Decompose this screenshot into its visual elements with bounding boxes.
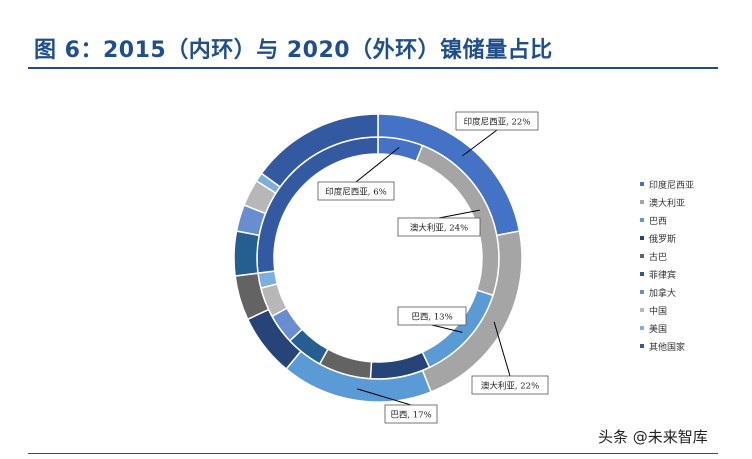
outer-ring-slice-10 bbox=[260, 113, 379, 188]
data-label-4: 澳大利亚, 22% bbox=[481, 381, 539, 392]
data-label-leader-5 bbox=[431, 324, 463, 333]
title-rule bbox=[28, 67, 718, 69]
watermark: 头条 @未来智库 bbox=[598, 428, 708, 446]
legend-item-7: 加拿大 bbox=[640, 283, 694, 301]
figure-title: 图 6：2015（内环）与 2020（外环）镍储量占比 bbox=[34, 38, 553, 63]
data-label-leader-2 bbox=[355, 147, 400, 183]
data-label-6: 巴西, 17% bbox=[390, 411, 431, 421]
legend-swatch bbox=[640, 182, 644, 186]
data-label-5: 巴西, 13% bbox=[411, 313, 452, 323]
legend-label: 澳大利亚 bbox=[649, 198, 686, 209]
legend-item-9: 美国 bbox=[640, 319, 694, 337]
data-label-box-6 bbox=[384, 404, 438, 424]
legend-swatch bbox=[640, 344, 644, 348]
data-label-1: 印度尼西亚, 22% bbox=[464, 117, 531, 128]
legend-label: 印度尼西亚 bbox=[649, 180, 695, 191]
data-label-box-1 bbox=[455, 111, 539, 131]
legend-item-6: 菲律宾 bbox=[640, 265, 694, 283]
legend-swatch bbox=[640, 236, 644, 240]
legend-swatch bbox=[640, 272, 644, 276]
legend-item-10: 其他国家 bbox=[640, 337, 694, 355]
legend-label: 加拿大 bbox=[649, 288, 677, 299]
data-label-leader-3 bbox=[438, 209, 480, 219]
legend-item-2: 澳大利亚 bbox=[640, 193, 694, 211]
legend-item-8: 中国 bbox=[640, 301, 694, 319]
legend-label: 中国 bbox=[649, 306, 668, 317]
legend-swatch bbox=[640, 308, 644, 312]
data-label-box-4 bbox=[471, 375, 549, 395]
outer-ring-slice-6 bbox=[233, 230, 261, 277]
data-label-leader-6 bbox=[357, 388, 412, 406]
data-label-2: 印度尼西亚, 6% bbox=[325, 187, 386, 198]
legend-label: 古巴 bbox=[649, 252, 668, 263]
legend-label: 菲律宾 bbox=[649, 270, 677, 281]
legend-label: 巴西 bbox=[649, 216, 668, 227]
data-label-leader-1 bbox=[462, 129, 498, 157]
legend-item-3: 巴西 bbox=[640, 211, 694, 229]
data-label-box-5 bbox=[397, 306, 467, 326]
legend-swatch bbox=[640, 254, 644, 258]
legend-swatch bbox=[640, 218, 644, 222]
legend-item-1: 印度尼西亚 bbox=[640, 175, 694, 193]
legend-label: 俄罗斯 bbox=[649, 234, 677, 245]
data-label-box-2 bbox=[317, 181, 395, 201]
chart-legend: 印度尼西亚澳大利亚巴西俄罗斯古巴菲律宾加拿大中国美国其他国家 bbox=[640, 175, 694, 355]
legend-item-5: 古巴 bbox=[640, 247, 694, 265]
legend-label: 美国 bbox=[649, 324, 668, 335]
legend-label: 其他国家 bbox=[649, 342, 686, 353]
data-label-box-3 bbox=[397, 217, 481, 237]
bottom-rule bbox=[28, 453, 718, 454]
legend-swatch bbox=[640, 326, 644, 330]
data-label-3: 澳大利亚, 24% bbox=[410, 223, 468, 234]
legend-swatch bbox=[640, 290, 644, 294]
legend-item-4: 俄罗斯 bbox=[640, 229, 694, 247]
legend-swatch bbox=[640, 200, 644, 204]
data-label-leader-4 bbox=[493, 321, 511, 377]
